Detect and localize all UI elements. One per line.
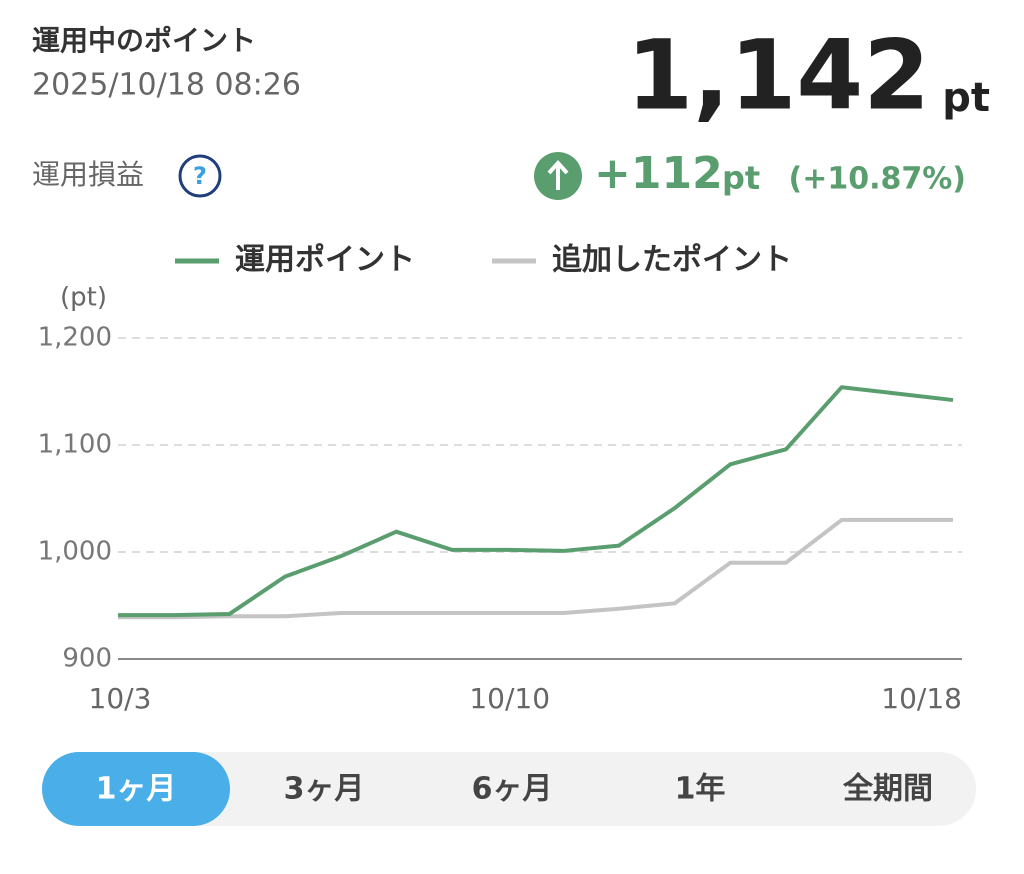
tab-label[interactable]: 1年: [675, 772, 726, 807]
change-unit: pt: [722, 159, 760, 197]
change: +112: [594, 148, 723, 199]
y-tick-label: 1,100: [38, 430, 112, 460]
help-icon-text: ?: [193, 162, 207, 190]
legend-label: 追加したポイント: [552, 243, 792, 278]
total-unit: pt: [942, 75, 990, 121]
timestamp: 2025/10/18 08:26: [32, 68, 301, 103]
up-arrow: [547, 160, 569, 190]
tab-label[interactable]: 全期間: [842, 772, 933, 807]
tab-bar: [42, 752, 976, 826]
tab-label[interactable]: 3ヶ月: [284, 772, 365, 807]
series-line: [118, 517, 953, 620]
legend-label: 運用ポイント: [235, 243, 415, 278]
tab-selected[interactable]: [42, 752, 230, 826]
y-unit-label: (pt): [60, 283, 107, 313]
x-tick-label: 10/3: [89, 682, 152, 715]
series-line: [118, 385, 954, 618]
x-tick-label: 10/18: [881, 682, 962, 715]
y-tick-label: 900: [62, 644, 112, 674]
pl-label: 運用損益: [32, 158, 144, 191]
total: 1,142: [626, 19, 930, 131]
change-percent: (+10.87%): [788, 162, 966, 197]
x-tick-label: 10/10: [469, 682, 550, 715]
y-tick-label: 1,200: [38, 323, 112, 353]
title: 運用中のポイント: [32, 24, 256, 57]
tab-label[interactable]: 6ヶ月: [472, 772, 553, 807]
y-tick-label: 1,000: [38, 537, 112, 567]
help-icon[interactable]: [178, 154, 222, 198]
tab-label[interactable]: 1ヶ月: [96, 772, 177, 807]
